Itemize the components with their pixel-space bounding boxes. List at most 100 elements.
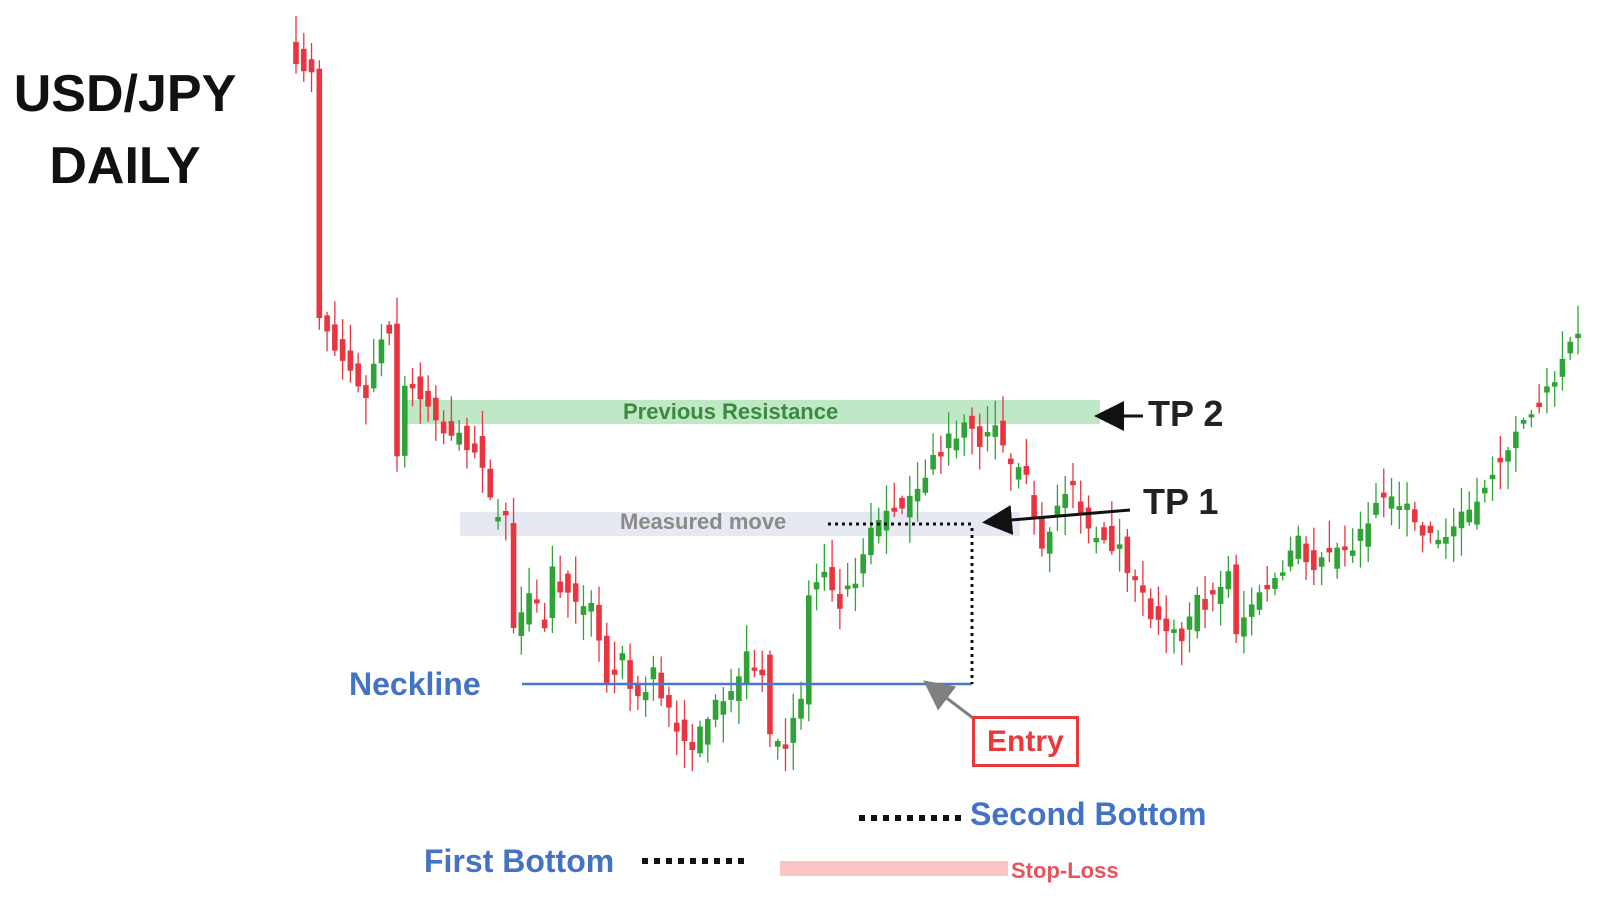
candle-up [1388,496,1395,509]
candle-down [938,452,944,457]
candle-down [339,339,346,361]
candle-down [1039,517,1045,549]
candle-up [1466,509,1473,523]
candle-down [666,695,672,708]
candle-down [759,669,765,676]
candle-up [1528,414,1535,418]
candle-up [526,593,532,625]
chart-title-line-1: USD/JPY [13,65,237,123]
candle-down [627,660,633,689]
candle-down [347,350,354,371]
candle-down [891,507,898,512]
candle-down [293,41,299,64]
candle-up [868,527,874,556]
candle-down [409,383,416,389]
candle-down [1497,457,1504,463]
candle-down [596,604,602,641]
previous-resistance-label: Previous Resistance [623,399,839,424]
candle-down [976,426,983,447]
candle-up [1357,528,1364,541]
candle-up [1481,487,1488,494]
candle-up [1458,511,1465,529]
candle-up [1295,535,1302,559]
candle-up [697,726,703,754]
candle-up [580,606,587,615]
candle-up [619,653,626,661]
candle-down [1124,536,1131,574]
candle-up [1248,604,1255,617]
candle-down [363,385,369,399]
candle-down [355,363,361,387]
previous-resistance-zone [405,400,1100,424]
candle-up [1241,617,1247,637]
candle-up [860,554,866,574]
candle-down [751,667,758,671]
candle-down [1536,402,1542,408]
candle-up [1505,450,1511,462]
entry-label: Entry [987,725,1064,758]
candle-up [736,676,742,701]
candle-down [510,523,517,629]
candle-down [837,594,843,609]
entry-label-box: Entry [972,716,1079,767]
candle-down [899,497,905,509]
candle-down [1023,465,1030,475]
candle-up [907,495,913,518]
first-bottom-label: First Bottom [424,843,615,879]
candle-down [1085,507,1092,529]
candle-up [1186,616,1193,630]
candle-down [635,682,641,697]
candle-up [370,363,377,389]
candle-down [572,583,579,602]
candle-down [1140,585,1146,593]
candle-down [324,315,330,332]
candle-down [1109,525,1115,552]
candle-down [448,421,455,436]
candle-up [704,718,711,745]
candle-down [1008,458,1014,465]
candle-up [774,741,781,747]
neckline-label: Neckline [349,666,481,702]
candle-up [1474,501,1480,525]
candle-down [1077,501,1084,515]
candle-down [541,619,548,629]
candle-up [992,425,999,437]
candle-up [1279,572,1286,576]
candle-down [417,376,424,400]
candle-up [712,699,719,720]
candle-down [1412,509,1418,523]
candle-up [728,691,734,700]
candle-up [1272,577,1278,589]
candle-down [1210,590,1216,595]
candle-up [1489,474,1496,480]
candle-up [883,510,890,531]
candle-up [642,692,649,701]
candle-down [1311,550,1317,571]
candle-up [1559,358,1566,377]
candle-up [588,602,595,612]
candle-down [1155,606,1162,620]
candle-down [603,635,610,686]
candle-up [945,433,952,449]
candle-down [1427,525,1434,534]
candle-down [969,415,975,429]
candle-up [1513,431,1519,449]
candle-up [1171,629,1177,633]
candle-up [1404,503,1410,511]
candle-down [1419,525,1426,536]
candle-down [433,397,439,421]
candle-down [316,68,323,319]
candle-down [1000,420,1006,446]
candle-up [743,651,750,684]
candle-up [650,667,657,680]
candle-up [813,582,820,590]
candle-up [961,422,967,438]
second-bottom-label: Second Bottom [970,796,1207,832]
candle-down [1202,599,1208,610]
candle-down [464,425,470,451]
candle-up [852,583,859,589]
candle-down [1380,492,1387,498]
measured-move-label: Measured move [620,509,787,534]
candle-down [479,436,486,468]
candle-up [1256,592,1263,610]
